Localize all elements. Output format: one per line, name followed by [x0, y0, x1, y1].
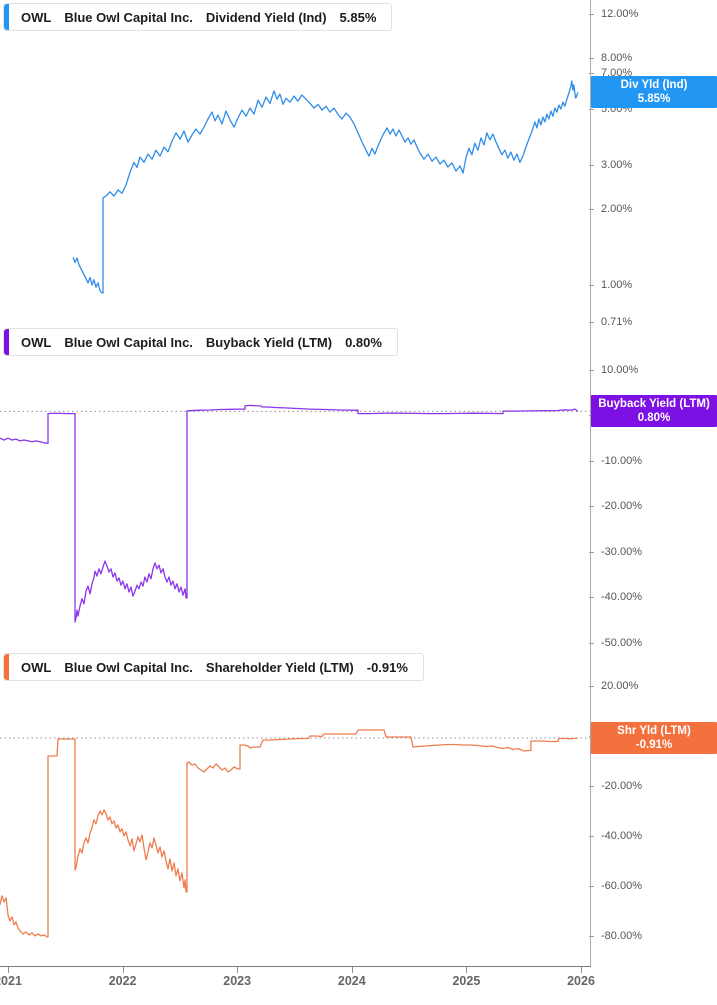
y-axis-tick-mark: [589, 885, 594, 887]
panel-dividend-yield: OWL Blue Owl Capital Inc. Dividend Yield…: [0, 0, 717, 329]
series-header-shareholder-yield[interactable]: OWL Blue Owl Capital Inc. Shareholder Yi…: [3, 653, 424, 681]
y-axis-tick-label: -80.00%: [601, 929, 642, 942]
series-header-dividend-yield[interactable]: OWL Blue Owl Capital Inc. Dividend Yield…: [3, 3, 393, 31]
y-axis-tick-mark: [589, 165, 594, 167]
y-axis-tick-label: 10.00%: [601, 363, 639, 376]
y-axis-tick-mark: [589, 209, 594, 211]
x-axis-tick-mark: [237, 967, 239, 973]
ticker: OWL: [21, 334, 52, 350]
company-name: Blue Owl Capital Inc.: [64, 9, 193, 25]
y-axis-tick-label: 0.71%: [601, 316, 633, 329]
x-axis-tick-mark: [466, 967, 468, 973]
y-axis-tick-label: -10.00%: [601, 454, 642, 467]
x-axis-year-label: 2023: [223, 974, 252, 988]
y-axis-tick-label: -20.00%: [601, 779, 642, 792]
company-name: Blue Owl Capital Inc.: [64, 659, 193, 675]
metric-value: 5.85%: [339, 9, 377, 25]
buyback-yield-ltm--series-line: [0, 404, 579, 623]
ticker: OWL: [21, 659, 52, 675]
last-value-badge-dividend-yield: Div Yld (Ind) 5.85%: [591, 76, 717, 109]
series-accent-bar: [4, 654, 9, 680]
badge-label: Buyback Yield (LTM): [598, 398, 710, 411]
shareholder-yield-chart[interactable]: [0, 650, 717, 966]
x-axis-tick-mark: [122, 967, 124, 973]
y-axis-tick-label: -60.00%: [601, 879, 642, 892]
x-axis-tick-mark: [351, 967, 353, 973]
y-axis-tick-mark: [589, 835, 594, 837]
y-axis-tick-mark: [589, 551, 594, 553]
buyback-yield-chart[interactable]: [0, 325, 717, 650]
y-axis-tick-label: 2.00%: [601, 203, 633, 216]
badge-value: 5.85%: [637, 93, 671, 106]
badge-label: Shr Yld (LTM): [617, 725, 691, 737]
last-value-badge-buyback-yield: Buyback Yield (LTM) 0.80%: [591, 395, 717, 428]
y-axis-tick-label: -50.00%: [601, 636, 642, 649]
y-axis-tick-mark: [589, 285, 594, 286]
badge-label: Div Yld (Ind): [620, 79, 688, 92]
x-axis-year-label: 2026: [567, 974, 595, 988]
shareholder-yield-ltm--series-line: [0, 729, 578, 938]
y-axis-tick-mark: [589, 13, 594, 15]
y-axis-tick-mark: [589, 109, 594, 111]
x-axis-year-label: 2022: [108, 974, 137, 988]
x-axis-tick-mark: [581, 967, 582, 973]
y-axis-tick-label: 20.00%: [601, 679, 639, 692]
series-accent-bar: [4, 4, 9, 30]
y-axis-tick-mark: [589, 72, 594, 74]
y-axis-tick-label: 1.00%: [601, 279, 633, 291]
x-axis-year-label: 2021: [0, 974, 22, 988]
x-axis-tick-mark: [8, 967, 9, 973]
badge-value: -0.91%: [635, 739, 673, 751]
y-axis-tick-label: -40.00%: [601, 829, 642, 842]
y-axis-tick-mark: [589, 785, 594, 787]
y-axis-tick-label: 8.00%: [601, 52, 633, 65]
x-axis-year-label: 2024: [337, 974, 366, 988]
metric-name: Shareholder Yield (LTM): [205, 659, 354, 675]
y-axis-tick-mark: [589, 460, 594, 462]
y-axis-line: [590, 0, 591, 966]
x-axis-year-label: 2025: [452, 974, 481, 988]
y-axis-tick-mark: [589, 506, 594, 507]
metric-value: 0.80%: [345, 334, 382, 350]
metric-name: Dividend Yield (Ind): [205, 9, 327, 25]
y-axis-tick-label: 12.00%: [601, 7, 639, 20]
y-axis-tick-mark: [589, 322, 594, 324]
x-axis-line: [0, 966, 591, 967]
metric-value: -0.91%: [366, 659, 408, 675]
badge-value: 0.80%: [637, 412, 671, 425]
series-header-buyback-yield[interactable]: OWL Blue Owl Capital Inc. Buyback Yield …: [3, 328, 398, 356]
series-accent-bar: [4, 329, 9, 355]
metric-name: Buyback Yield (LTM): [205, 334, 333, 350]
dividend-yield-chart[interactable]: [0, 0, 717, 325]
y-axis-tick-label: -40.00%: [601, 591, 642, 603]
y-axis-tick-label: 3.00%: [601, 159, 633, 172]
panel-buyback-yield: OWL Blue Owl Capital Inc. Buyback Yield …: [0, 325, 717, 650]
y-axis-tick-mark: [589, 642, 594, 644]
panel-shareholder-yield: OWL Blue Owl Capital Inc. Shareholder Yi…: [0, 650, 717, 966]
ticker: OWL: [21, 9, 52, 25]
y-axis-tick-mark: [589, 685, 594, 687]
last-value-badge-shareholder-yield: Shr Yld (LTM) -0.91%: [591, 722, 717, 754]
y-axis-tick-mark: [589, 935, 594, 937]
y-axis-tick-label: -20.00%: [601, 500, 642, 512]
y-axis-tick-mark: [589, 369, 594, 371]
y-axis-tick-mark: [589, 58, 594, 60]
y-axis-tick-label: -30.00%: [601, 545, 642, 558]
y-axis-tick-label: 7.00%: [601, 66, 633, 79]
dividend-yield-ind--series-line: [72, 80, 579, 294]
y-axis-tick-mark: [589, 597, 594, 598]
company-name: Blue Owl Capital Inc.: [64, 334, 193, 350]
